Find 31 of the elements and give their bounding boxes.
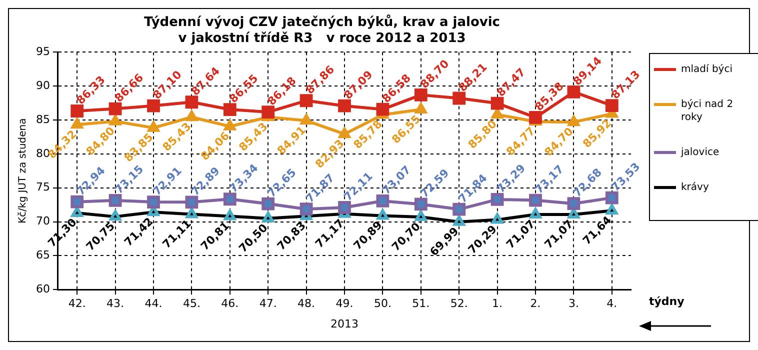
x-tick-label: 4. (606, 297, 618, 310)
legend-label: býci nad 2 roky (681, 98, 734, 124)
x-tick-label: 47. (259, 297, 277, 310)
y-tick-label: 75 (36, 180, 50, 194)
x-tick-label: 52. (450, 297, 468, 310)
legend-label: krávy (681, 181, 709, 194)
x-tick-label: 42. (68, 297, 86, 310)
x-tick-label: 44. (144, 297, 162, 310)
chart-title: Týdenní vývoj CZV jatečných býků, krav a jalovic v jakostní třídě R3 v roce 2012 a 2013 (144, 14, 500, 46)
x-tick-label: 2. (530, 297, 541, 310)
x-tick-label: 43. (106, 297, 124, 310)
y-tick-label: 65 (36, 248, 50, 262)
x-axis-title: 2013 (330, 317, 358, 330)
y-tick-label: 95 (36, 45, 50, 58)
x-tick-label: 50. (374, 297, 392, 310)
x-tick-label: 45. (182, 297, 200, 310)
y-axis-title: Kč/kg JUT za studena (18, 118, 29, 224)
legend-label: mladí býci (681, 63, 732, 76)
text: týdny (649, 295, 684, 308)
y-tick-label: 80 (36, 146, 50, 160)
y-tick-label: 90 (36, 78, 50, 92)
x-tick-label: 46. (221, 297, 239, 310)
x-tick-label: 48. (298, 297, 316, 310)
y-tick-label: 70 (36, 214, 50, 228)
x-tick-label: 51. (412, 297, 430, 310)
x-tick-label: 1. (492, 297, 503, 310)
x-tick-label: 3. (568, 297, 579, 310)
y-tick-label: 85 (36, 112, 50, 126)
legend-label: jalovice (681, 146, 720, 159)
y-tick-label: 60 (36, 282, 50, 296)
x-tick-label: 49. (336, 297, 354, 310)
